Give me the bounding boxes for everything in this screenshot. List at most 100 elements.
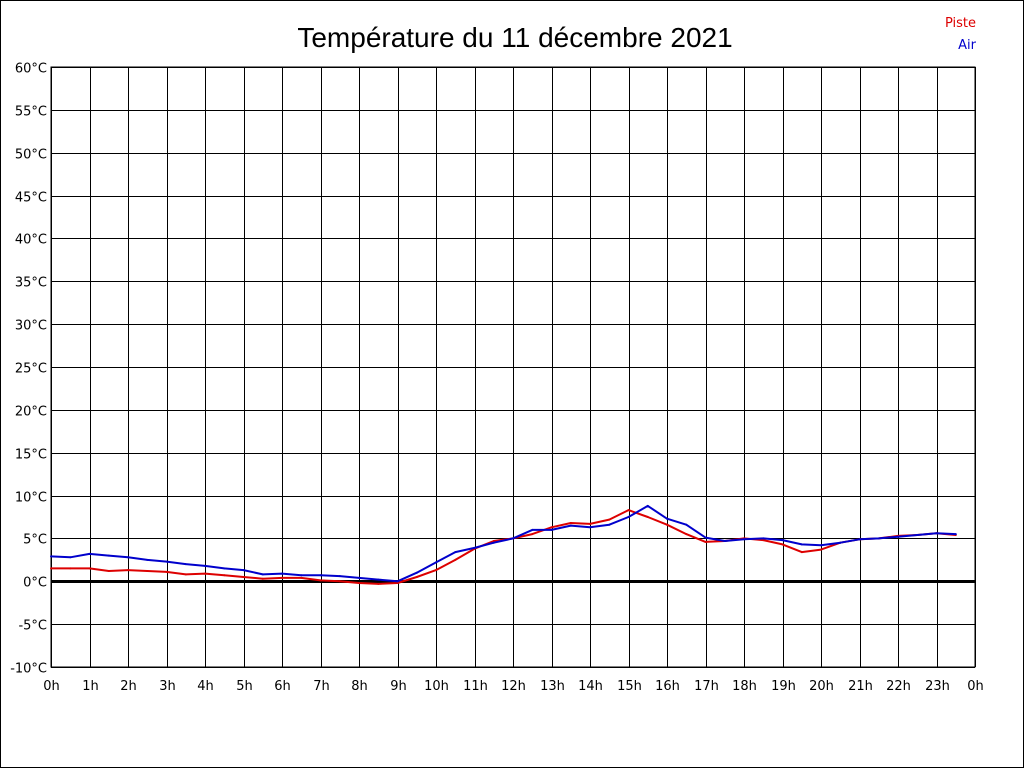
data-point-piste	[223, 574, 226, 577]
data-point-air	[415, 571, 418, 574]
data-point-piste	[435, 569, 437, 572]
data-point-piste	[608, 518, 611, 521]
data-point-air	[627, 516, 630, 518]
data-point-air	[435, 561, 437, 564]
data-point-piste	[666, 523, 668, 526]
data-point-air	[281, 572, 283, 575]
data-point-air	[242, 569, 245, 572]
data-point-piste	[281, 576, 283, 579]
data-point-piste	[165, 570, 168, 573]
data-point-piste	[762, 539, 765, 542]
x-tick-label: 19h	[771, 679, 796, 694]
x-tick-label: 11h	[463, 679, 488, 694]
x-tick-label: 7h	[313, 679, 330, 694]
x-tick-label: 6h	[274, 679, 291, 694]
x-tick-label: 14h	[578, 679, 603, 694]
data-point-piste	[69, 567, 72, 570]
data-point-piste	[184, 573, 187, 576]
data-point-air	[300, 574, 303, 577]
x-tick-label: 20h	[809, 679, 834, 694]
x-tick-label: 10h	[424, 679, 449, 694]
x-tick-label: 18h	[732, 679, 757, 694]
x-tick-label: 5h	[236, 679, 253, 694]
data-point-air	[646, 504, 649, 507]
data-point-piste	[646, 516, 649, 518]
data-point-air	[146, 558, 149, 561]
x-tick-label: 17h	[694, 679, 719, 694]
data-point-air	[589, 526, 591, 529]
data-point-air	[916, 534, 919, 536]
data-point-piste	[531, 533, 534, 536]
data-point-piste	[704, 540, 707, 543]
data-point-air	[608, 523, 611, 526]
data-point-air	[685, 523, 688, 526]
y-tick-label: 25°C	[15, 362, 47, 377]
data-point-piste	[338, 580, 341, 583]
grid	[50, 66, 976, 668]
data-point-air	[820, 544, 822, 547]
x-tick-label: 2h	[120, 679, 137, 694]
data-point-piste	[569, 522, 572, 524]
data-point-air	[127, 556, 129, 559]
y-tick-label: 45°C	[15, 191, 47, 206]
data-point-air	[396, 580, 399, 583]
y-tick-label: 50°C	[15, 148, 47, 163]
legend: Piste Air	[945, 16, 977, 53]
y-tick-label: 15°C	[15, 448, 47, 463]
data-point-air	[531, 528, 534, 531]
y-tick-label: 55°C	[15, 105, 47, 120]
data-point-air	[377, 578, 380, 581]
y-tick-label: 20°C	[15, 405, 47, 420]
data-point-air	[358, 576, 360, 579]
data-point-piste	[377, 582, 380, 585]
data-point-piste	[550, 526, 553, 529]
data-point-air	[666, 517, 668, 520]
data-point-piste	[300, 576, 303, 579]
data-point-air	[839, 541, 842, 544]
data-point-air	[338, 575, 341, 578]
data-point-air	[704, 536, 707, 539]
chart-title: Température du 11 décembre 2021	[297, 22, 732, 53]
data-point-air	[261, 573, 264, 576]
data-point-air	[512, 537, 514, 540]
axes: 0h 1h 2h 3h 4h 5h 6h 7h 8h 9h 10h 11h 12h 13h 14h 15h 16…	[10, 62, 984, 695]
y-tick-label: 30°C	[15, 319, 47, 334]
y-tick-label: 5°C	[23, 533, 47, 548]
x-tick-label: 3h	[159, 679, 176, 694]
series-line-air	[50, 504, 956, 583]
x-tick-label: 21h	[848, 679, 873, 694]
y-tick-label: 0°C	[23, 576, 47, 591]
x-tick-label: 8h	[351, 679, 368, 694]
data-point-piste	[685, 533, 688, 536]
data-point-piste	[319, 579, 322, 582]
x-tick-label: 4h	[197, 679, 214, 694]
data-point-piste	[358, 582, 360, 584]
data-point-piste	[50, 567, 52, 570]
y-tick-label: 40°C	[15, 233, 47, 248]
data-point-air	[107, 554, 110, 557]
x-tick-label: 13h	[540, 679, 565, 694]
data-point-piste	[107, 570, 110, 572]
data-point-air	[800, 543, 803, 546]
data-point-piste	[146, 570, 149, 572]
data-point-piste	[415, 576, 418, 578]
data-point-air	[69, 556, 72, 559]
y-tick-label: 35°C	[15, 276, 47, 291]
data-point-air	[743, 538, 745, 541]
x-tick-label: 15h	[617, 679, 642, 694]
data-point-air	[50, 555, 52, 558]
x-tick-label: 23h	[925, 679, 950, 694]
data-point-piste	[800, 551, 803, 554]
data-point-piste	[820, 548, 822, 551]
data-point-air	[723, 540, 726, 542]
x-tick-label: 16h	[655, 679, 680, 694]
data-point-air	[935, 532, 938, 535]
data-point-air	[781, 539, 784, 542]
data-point-piste	[492, 540, 495, 542]
data-point-piste	[127, 569, 129, 572]
data-point-air	[319, 574, 322, 577]
x-tick-label: 1h	[82, 679, 99, 694]
y-tick-label: -5°C	[18, 619, 47, 634]
data-point-piste	[781, 543, 784, 546]
